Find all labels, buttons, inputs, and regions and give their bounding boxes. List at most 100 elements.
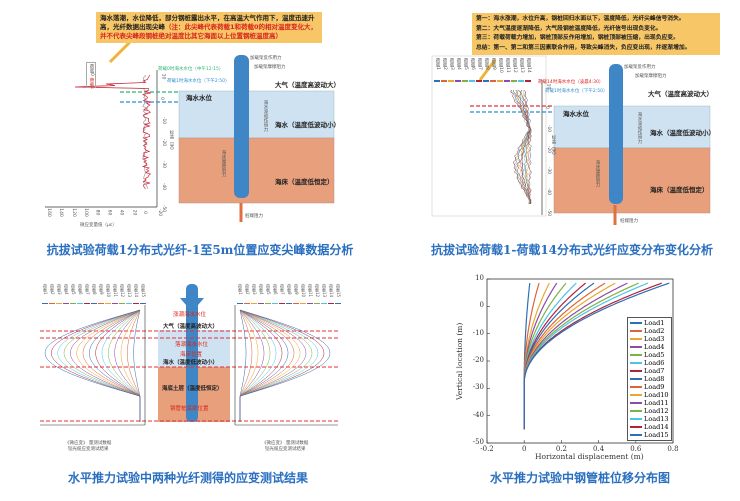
sea-label: 海水（温度低波动小） — [163, 360, 219, 366]
legend-item: 荷载13 — [126, 284, 132, 304]
x-axis-label: 微应变量值（με） — [80, 223, 117, 228]
note-red-text: （注：此尖峰代表荷载1和荷载0的相对温度变化大，并不代表尖峰段钢桩绝对温度比其它… — [100, 23, 318, 40]
sea-level-label: 海水水位 — [186, 94, 212, 102]
legend-item: Load1 — [630, 319, 669, 327]
legend-item: 荷载15 — [335, 284, 341, 304]
legend-item: 荷载4 — [258, 284, 264, 304]
legend-item: Load10 — [630, 391, 669, 399]
legend-label: Load1 — [644, 319, 665, 327]
sea-layer — [553, 105, 711, 149]
legend: 荷载1 荷载2 荷载3 荷载4 荷载5 荷载6 荷载7 荷载8 荷载9 荷载10 荷载11 荷载12 荷… — [434, 58, 531, 82]
water-label-load1: 荷载1时海水水位（下午2:50） — [167, 79, 230, 84]
steel-pile — [234, 55, 249, 198]
legend: Load1 Load2 Load3 Load4 Load5 Load6 Load7 Load8… — [627, 317, 672, 441]
axis-title: 《微应变》 量测试数据 — [262, 441, 309, 446]
legend: 荷载0 荷载1 — [86, 62, 96, 90]
legend-item: 荷载12 — [314, 284, 320, 304]
legend-swatch — [630, 370, 642, 372]
legend-item: 荷载11 — [504, 58, 510, 82]
legend-item: 荷载13 — [518, 58, 524, 82]
steel-pile — [186, 284, 198, 422]
y-tick-label: -30 — [472, 383, 484, 392]
legend-item: 荷载3 — [251, 284, 257, 304]
legend-item: 荷载10 — [300, 284, 306, 304]
force-label: 加载架反作用力 — [250, 56, 282, 61]
caption-top-right: 抗拔试验荷载1-荷载14分布式光纤应变分布变化分析 — [430, 243, 714, 257]
strain-line-load3 — [522, 89, 531, 205]
x-tick-label: -0.2 — [480, 445, 494, 453]
air-label: 大气（温度高波动大） — [163, 324, 219, 330]
legend-item: 荷载5 — [265, 284, 271, 304]
legend-item: 荷载4 — [455, 58, 461, 82]
axis-subtitle: 铠光缆应变测试结果 — [264, 447, 306, 452]
force-label: 加载架摩擦阻力 — [635, 74, 667, 79]
legend-label: Load7 — [644, 367, 665, 375]
steel-pile — [609, 64, 623, 204]
air-label: 大气（温度高波动大） — [275, 81, 340, 89]
legend-item: Load12 — [630, 407, 669, 415]
legend-item: Load13 — [630, 415, 669, 423]
note-text: 海水落潮，水位降低，部分钢桩露出水平，在高温大气作用下，温度迅速升高，光纤数据出… — [100, 14, 315, 31]
strain-line-load14 — [510, 89, 532, 205]
legend-label: Load11 — [644, 399, 669, 407]
legend-item: 荷载9 — [98, 284, 104, 304]
seabed-position-label: 海床位置 — [180, 352, 203, 358]
legend-label: Load6 — [644, 359, 665, 367]
caption-bottom-right: 水平推力试验中钢管桩位移分布图 — [489, 471, 671, 485]
y-tick-label: 0 — [479, 301, 484, 310]
legend-label: Load3 — [644, 335, 665, 343]
caption-top-left: 抗拔试验荷载1分布式光纤-1至5m位置应变尖峰数据分析 — [46, 243, 354, 257]
legend-item: 荷载7 — [84, 284, 90, 304]
axis-title: 《微应变》 量测试数据 — [65, 441, 112, 446]
legend-label: Load14 — [644, 423, 669, 431]
legend-item: 荷载1 — [89, 77, 94, 90]
legend-item: Load2 — [630, 327, 669, 335]
y-tick-label: -50 — [472, 438, 484, 446]
legend-item: 荷载12 — [511, 58, 517, 82]
left-strain-line-load15 — [44, 309, 141, 422]
x-tick-label: 0.4 — [593, 445, 605, 453]
strain-line-load8 — [516, 89, 532, 205]
legend-item: 荷载11 — [307, 284, 313, 304]
legend-item: 荷载5 — [70, 284, 76, 304]
seabed-layer — [178, 137, 335, 204]
legend-swatch — [630, 378, 642, 380]
legend-item: 荷载10 — [497, 58, 503, 82]
legend-item: 荷载2 — [49, 284, 55, 304]
strain-line-load10 — [515, 89, 531, 204]
legend-item: 荷载4 — [63, 284, 69, 304]
plot-frame — [431, 55, 547, 217]
force-label: 加载架反作用力 — [624, 65, 656, 70]
legend-item: 荷载1 — [434, 58, 440, 82]
high-tide-label: 涨潮海水水位 — [173, 312, 207, 318]
left-x-label: 《微应变》 量测试数据 铠光缆应变测试结果 — [65, 440, 111, 452]
force-label: 桩端阻力 — [620, 219, 638, 224]
y-axis-label: 标高（米） — [169, 130, 174, 153]
right-strain-line-load15 — [239, 309, 331, 422]
legend-label: Load8 — [644, 375, 665, 383]
legend-item: 荷载10 — [105, 284, 111, 304]
legend-item: Load11 — [630, 399, 669, 407]
legend-item: 荷载8 — [483, 58, 489, 82]
friction-label: 海床摩擦阻力 — [221, 150, 226, 177]
legend-swatch — [630, 386, 642, 388]
legend-item: Load4 — [630, 343, 669, 351]
y-tick-label: -10 — [472, 328, 484, 337]
legend-item: 荷载9 — [490, 58, 496, 82]
y-axis-label: Vertical location (m) — [455, 322, 464, 400]
caption-bottom-left: 水平推力试验中两种光纤测得的应变测试结果 — [67, 471, 309, 485]
left-legend: 荷载1 荷载2 荷载3 荷载4 荷载5 荷载6 荷载7 荷载8 荷载9 荷载10 荷载11 荷载12 荷… — [42, 284, 146, 304]
note-line: 第二：大气温度逐渐降低，大气段钢桩温度降低，光纤信号出现负变化。 — [476, 25, 662, 32]
strain-line-load6 — [517, 89, 532, 205]
note-box: 第一：海水涨潮，水位升高，钢桩回归水面以下，温度降低，光纤尖峰信号消失。 第二：… — [472, 13, 720, 55]
legend-label: Load15 — [644, 431, 669, 439]
pile-bottom-label: 钢管桩底部位置 — [170, 406, 209, 412]
legend-item: 荷载7 — [279, 284, 285, 304]
legend-item: Load8 — [630, 375, 669, 383]
y-axis-label: 标高（米） — [551, 135, 556, 158]
soil-label: 海底土层（温度低恒定） — [162, 386, 223, 392]
legend-swatch — [630, 402, 642, 404]
legend-item: Load6 — [630, 359, 669, 367]
